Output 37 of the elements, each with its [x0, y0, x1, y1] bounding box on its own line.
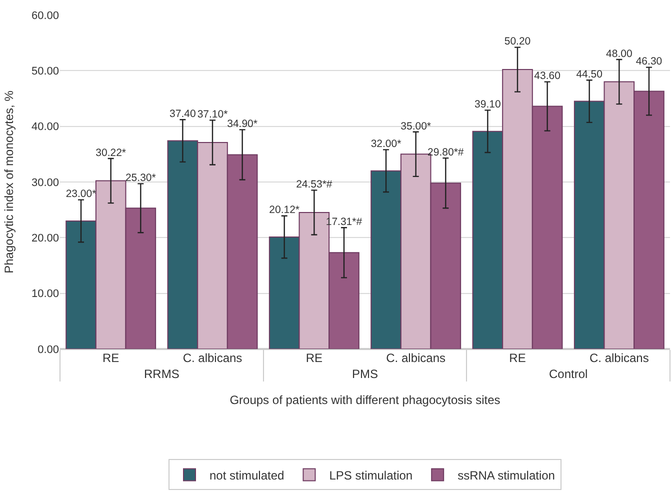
x-tick-label: RE — [102, 351, 120, 365]
data-label: 37.10* — [197, 108, 228, 121]
data-label: 46.30 — [636, 56, 662, 68]
data-label: 29.80*# — [428, 146, 464, 158]
data-label: 37.40 — [170, 108, 196, 120]
data-label: 20.12* — [269, 204, 300, 216]
x-tick-label: C. albicans — [182, 351, 242, 365]
legend-label: ssRNA stimulation — [458, 468, 555, 482]
data-label: 35.00* — [400, 120, 432, 132]
data-label: 24.53*# — [296, 178, 332, 191]
data-label: 32.00* — [370, 138, 402, 150]
text: Control — [548, 367, 588, 381]
x-tick-label: C. albicans — [386, 351, 446, 365]
y-tick-label: 60.00 — [31, 10, 59, 22]
data-label: 50.20 — [504, 36, 531, 48]
y-tick-label: 40.00 — [31, 121, 59, 134]
text: RRMS — [144, 367, 180, 381]
x-tick-label: C. albicans — [589, 351, 649, 365]
legend-label: not stimulated — [210, 468, 284, 482]
data-label: 34.90* — [227, 118, 258, 130]
y-tick-label: 0.00 — [38, 344, 59, 356]
data-label: 44.50 — [576, 68, 603, 81]
data-label: 48.00 — [606, 48, 632, 60]
legend-label: LPS stimulation — [329, 468, 413, 482]
text: PMS — [352, 367, 378, 381]
y-tick-label: 50.00 — [31, 66, 59, 78]
y-axis-title: Phagocytic index of monocytes, % — [2, 90, 16, 274]
x-axis-title: Groups of patients with different phagocytosis sites — [230, 392, 500, 407]
data-label: 43.60 — [534, 70, 561, 82]
y-tick-label: 30.00 — [31, 176, 59, 189]
data-label: 39.10 — [474, 98, 501, 111]
data-label: 30.22* — [96, 146, 126, 159]
y-tick-label: 10.00 — [31, 288, 59, 300]
x-tick-label: RE — [306, 351, 323, 365]
data-label: 25.30* — [125, 172, 156, 184]
x-tick-label: RE — [509, 351, 526, 365]
y-tick-label: 20.00 — [31, 232, 59, 245]
